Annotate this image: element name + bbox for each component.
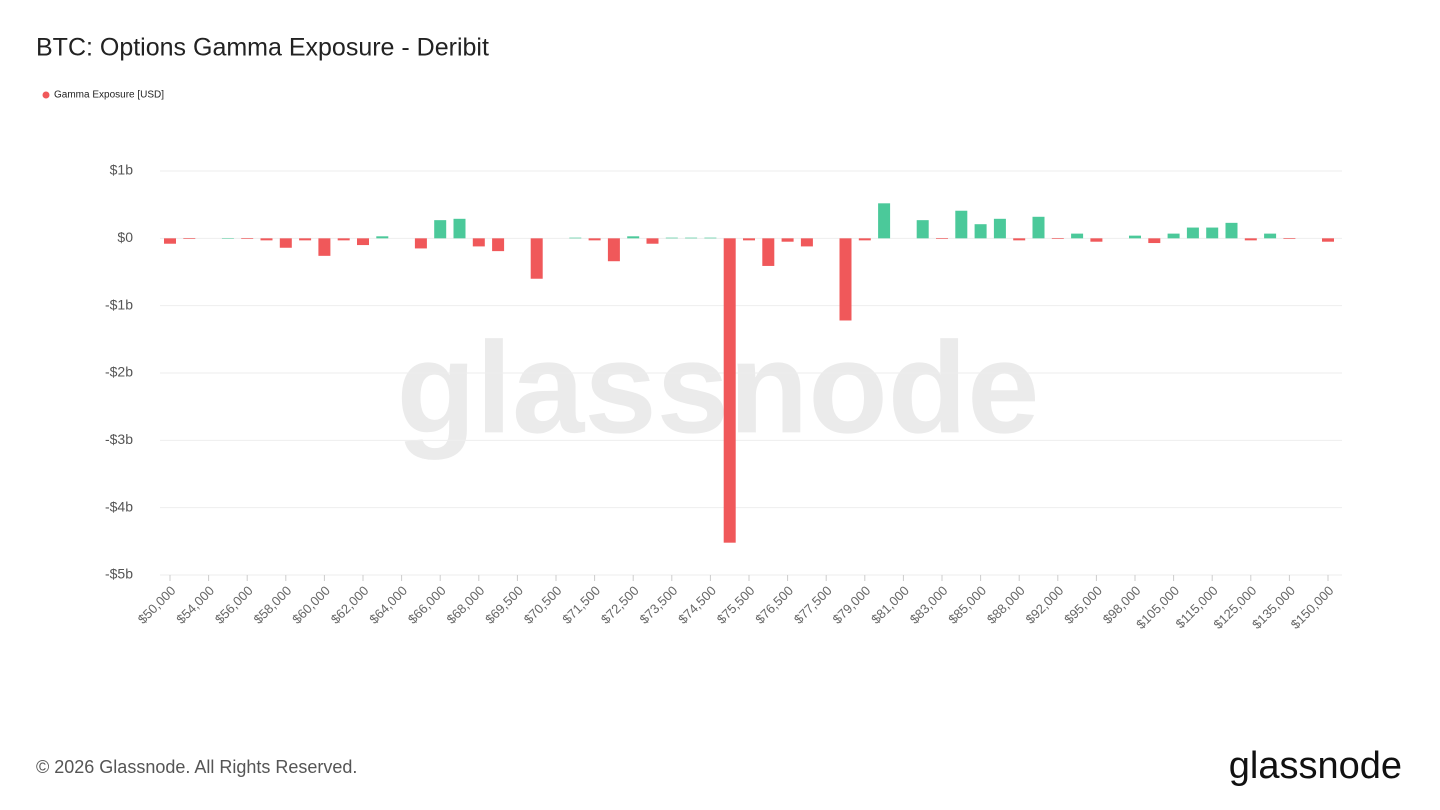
bar (318, 238, 331, 256)
y-tick-label: -$5b (105, 566, 133, 582)
bar (1051, 238, 1064, 240)
bar (974, 224, 987, 239)
copyright: © 2026 Glassnode. All Rights Reserved. (36, 757, 357, 777)
bar (376, 236, 389, 239)
bar (164, 238, 176, 244)
bar (607, 238, 620, 262)
legend-label: Gamma Exposure [USD] (54, 90, 164, 101)
bar (221, 237, 234, 239)
bar (646, 238, 659, 244)
bar (414, 238, 427, 249)
legend-marker (42, 91, 50, 99)
bar (800, 238, 813, 247)
bar (279, 238, 292, 248)
bar (183, 238, 196, 240)
bar (337, 238, 350, 241)
y-tick-label: -$3b (105, 431, 133, 447)
bar (1225, 222, 1238, 239)
bar (260, 238, 273, 241)
bar (1148, 238, 1161, 244)
bar (858, 238, 871, 241)
bar (472, 238, 485, 247)
y-tick-label: -$1b (105, 296, 133, 312)
bar (665, 237, 678, 239)
bar (357, 238, 369, 246)
bar (685, 237, 698, 239)
bar (588, 238, 601, 241)
y-tick-label: $1b (110, 162, 134, 178)
bar (1322, 238, 1334, 242)
bar (1071, 233, 1084, 239)
watermark: glassnode (397, 314, 1040, 460)
bar (1206, 227, 1219, 239)
bar (1013, 238, 1026, 241)
bar (1032, 216, 1045, 239)
bar (241, 238, 254, 240)
bar (434, 220, 447, 239)
bar (569, 237, 582, 239)
bar (1167, 233, 1180, 239)
bar (1186, 227, 1199, 239)
bar (704, 237, 717, 239)
bar (627, 236, 640, 239)
bar (492, 238, 505, 252)
bar (916, 220, 929, 239)
y-tick-label: -$2b (105, 364, 133, 380)
bar (299, 238, 312, 241)
bar (878, 203, 891, 239)
bar (723, 238, 736, 543)
chart-title: BTC: Options Gamma Exposure - Deribit (36, 34, 489, 62)
bar (781, 238, 794, 242)
bar (1129, 235, 1141, 239)
bar (955, 210, 968, 239)
bar (993, 218, 1006, 239)
bar (1264, 233, 1277, 239)
bar (762, 238, 775, 266)
bar (839, 238, 852, 321)
bar (453, 218, 466, 239)
bar (1283, 238, 1296, 240)
bar (743, 238, 755, 241)
y-tick-label: $0 (117, 229, 133, 245)
logo: glassnode (1229, 745, 1402, 787)
bar (1244, 238, 1257, 241)
bar (936, 238, 948, 240)
bar (1090, 238, 1103, 242)
bar (530, 238, 543, 279)
y-tick-label: -$4b (105, 498, 133, 514)
